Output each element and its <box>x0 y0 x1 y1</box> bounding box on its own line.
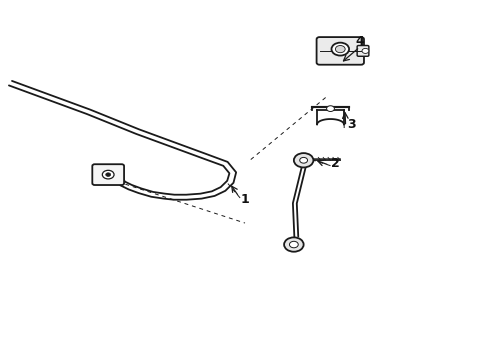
Circle shape <box>362 48 369 53</box>
Text: 4: 4 <box>355 35 364 49</box>
Circle shape <box>335 45 345 53</box>
Circle shape <box>300 157 308 163</box>
Circle shape <box>106 173 111 176</box>
Circle shape <box>327 106 334 112</box>
FancyBboxPatch shape <box>357 45 369 56</box>
Circle shape <box>102 170 114 179</box>
Circle shape <box>284 237 304 252</box>
Circle shape <box>290 241 298 248</box>
Text: 2: 2 <box>331 157 340 170</box>
FancyBboxPatch shape <box>92 164 124 185</box>
Text: 1: 1 <box>241 193 249 206</box>
Text: 3: 3 <box>347 118 356 131</box>
Circle shape <box>294 153 314 167</box>
Circle shape <box>331 42 349 55</box>
FancyBboxPatch shape <box>317 37 364 65</box>
